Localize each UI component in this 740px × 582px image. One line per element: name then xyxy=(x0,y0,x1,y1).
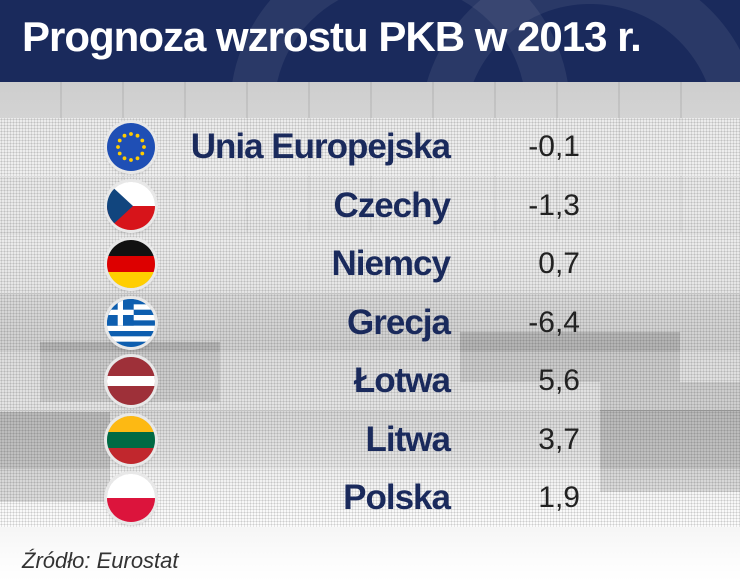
gdp-forecast-value: 5,6 xyxy=(538,364,580,397)
country-row: Grecja -6,4 xyxy=(0,294,740,352)
country-row: Litwa 3,7 xyxy=(0,411,740,469)
country-row: Polska 1,9 xyxy=(0,469,740,527)
greece-flag-icon xyxy=(107,298,155,347)
gdp-forecast-value: 3,7 xyxy=(538,422,580,456)
czech-flag-icon xyxy=(107,181,155,230)
header-bar: Prognoza wzrostu PKB w 2013 r. xyxy=(0,0,740,82)
gdp-forecast-value: -6,4 xyxy=(528,305,580,339)
country-label: Unia Europejska xyxy=(190,127,451,166)
country-label: Łotwa xyxy=(353,361,451,400)
country-label: Polska xyxy=(343,478,451,517)
gdp-forecast-value: -0,1 xyxy=(528,130,580,163)
country-row: Łotwa 5,6 xyxy=(0,352,740,410)
country-row: Niemcy 0,7 xyxy=(0,235,740,293)
gdp-forecast-value: 1,9 xyxy=(538,481,580,514)
germany-flag-icon xyxy=(107,240,155,288)
country-row: Czechy -1,3 xyxy=(0,177,740,235)
source-note: Źródło: Eurostat xyxy=(22,548,179,573)
chart-title: Prognoza wzrostu PKB w 2013 r. xyxy=(22,13,642,60)
country-label: Litwa xyxy=(365,419,451,459)
gdp-forecast-value: -1,3 xyxy=(528,188,580,222)
country-label: Niemcy xyxy=(331,244,451,283)
gdp-forecast-value: 0,7 xyxy=(538,247,580,280)
country-label: Grecja xyxy=(347,302,451,342)
country-label: Czechy xyxy=(333,185,451,225)
poland-flag-icon xyxy=(107,474,155,522)
latvia-flag-icon xyxy=(107,357,155,405)
country-row: Unia Europejska -0,1 xyxy=(0,118,740,176)
lithuania-flag-icon xyxy=(107,415,155,464)
eu-flag-icon xyxy=(107,123,155,171)
